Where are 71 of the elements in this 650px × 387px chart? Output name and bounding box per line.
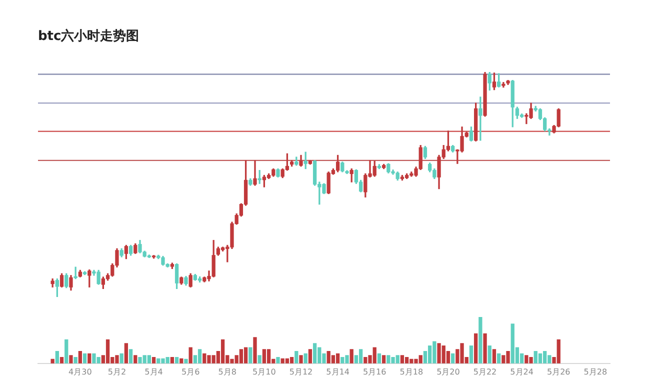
bar: [483, 333, 487, 364]
bar: [244, 347, 248, 364]
bar: [188, 347, 192, 364]
bar: [312, 343, 317, 364]
bar: [128, 349, 133, 364]
x-tick-label: 5月12: [289, 367, 313, 376]
bar: [55, 351, 59, 364]
bar: [88, 353, 92, 364]
bar: [450, 353, 455, 364]
x-tick-label: 5月6: [181, 367, 200, 376]
bar: [331, 355, 336, 364]
bar: [336, 353, 340, 364]
bar: [299, 355, 303, 364]
x-tick-label: 5月24: [510, 367, 534, 376]
bar: [106, 339, 110, 364]
candlestick: [74, 266, 78, 280]
bar: [60, 357, 64, 364]
bar: [400, 355, 404, 364]
bar: [82, 353, 87, 364]
x-tick-label: 5月14: [326, 367, 350, 376]
bar: [308, 349, 312, 364]
x-tick-label: 5月16: [362, 367, 386, 376]
bar: [239, 349, 244, 364]
bar: [304, 353, 308, 364]
bar: [488, 345, 492, 364]
bar: [266, 349, 271, 364]
bar: [496, 353, 501, 364]
x-tick-label: 5月8: [218, 367, 236, 376]
x-tick-label: 5月26: [546, 367, 570, 376]
bar: [474, 333, 478, 364]
bar: [120, 353, 124, 364]
bar: [377, 353, 382, 364]
bar: [382, 355, 386, 364]
bar: [124, 343, 128, 364]
bar: [276, 357, 280, 364]
bar: [74, 357, 78, 364]
bar: [174, 357, 179, 364]
candlestick: [253, 160, 257, 186]
bar: [469, 345, 474, 364]
bar: [184, 358, 188, 364]
bar: [294, 351, 298, 364]
bar: [152, 357, 156, 364]
bar: [538, 353, 542, 364]
bar: [69, 355, 73, 364]
bar: [50, 358, 54, 364]
bar: [350, 349, 354, 364]
x-tick-label: 5月18: [400, 367, 424, 376]
bar: [253, 337, 257, 364]
bar: [248, 347, 252, 364]
bar: [358, 349, 363, 364]
bar: [428, 345, 432, 364]
bar: [262, 349, 266, 364]
bar: [478, 317, 482, 364]
bar: [78, 351, 82, 364]
x-tick-label: 5月2: [108, 367, 126, 376]
bar: [170, 357, 174, 364]
bar: [134, 355, 138, 364]
x-tick-label: 5月28: [584, 367, 608, 376]
bar: [492, 349, 496, 364]
x-tick-label: 4月30: [68, 367, 92, 376]
chart-title: btc六小时走势图: [38, 28, 140, 45]
x-tick-label: 5月10: [252, 367, 276, 376]
bar: [290, 357, 294, 364]
bar: [198, 349, 202, 364]
bar: [404, 357, 409, 364]
bar: [220, 339, 225, 364]
bar: [258, 355, 262, 364]
x-tick-label: 5月4: [144, 367, 163, 376]
x-tick-label: 5月22: [473, 367, 497, 376]
bar: [64, 339, 68, 364]
x-tick-label: 5月20: [436, 367, 460, 376]
